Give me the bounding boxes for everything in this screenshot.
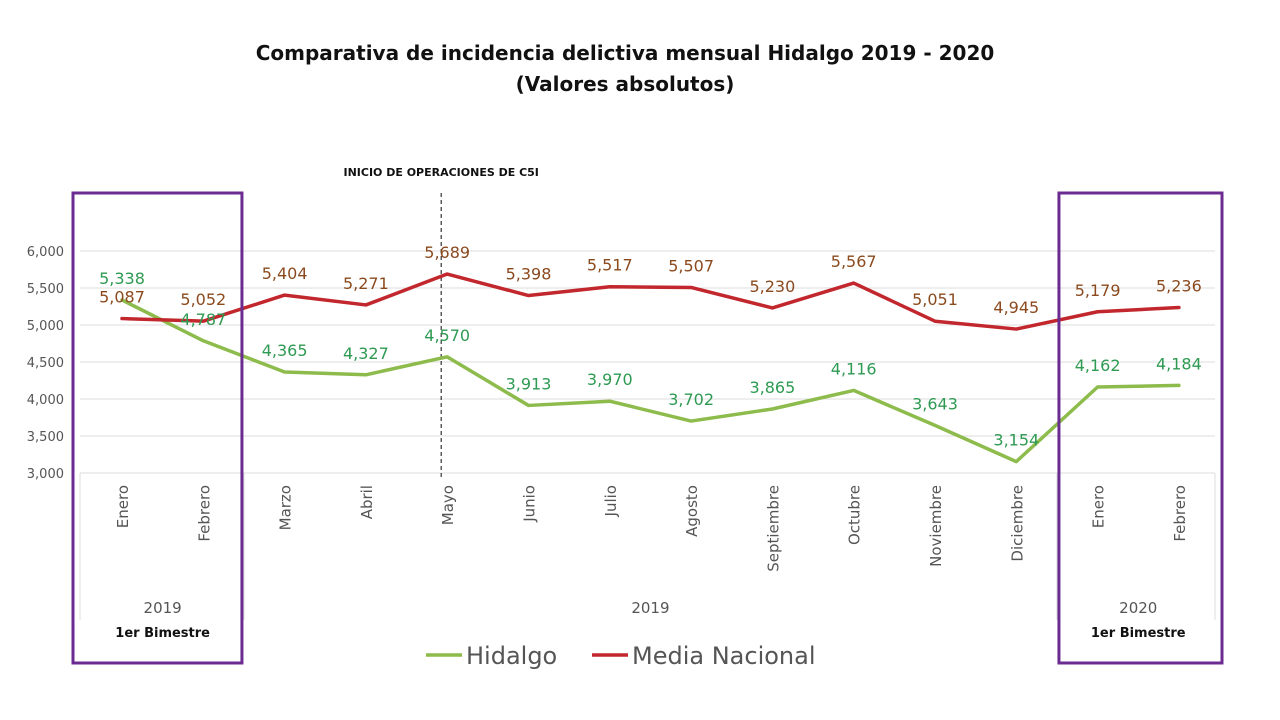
data-label-hidalgo: 4,570 [424,326,470,345]
x-tick-label: Noviembre [927,485,945,567]
data-label-hidalgo: 4,162 [1075,356,1121,375]
x-group-label: 2020 [1119,599,1157,617]
data-label-hidalgo: 4,365 [262,341,308,360]
legend-label-media-nacional: Media Nacional [632,642,816,670]
data-label-hidalgo: 4,116 [831,359,877,378]
data-label-hidalgo: 3,865 [749,378,795,397]
data-label-hidalgo: 3,913 [506,374,552,393]
data-label-media-nacional: 5,507 [668,256,714,275]
x-tick-label: Mayo [439,485,457,525]
y-tick-label: 4,000 [27,393,64,408]
data-label-hidalgo: 5,338 [99,269,145,288]
data-label-hidalgo: 4,184 [1156,354,1202,373]
x-group-sublabel: 1er Bimestre [115,626,210,641]
x-tick-label: Octubre [846,485,864,545]
x-tick-label: Junio [521,485,539,523]
highlight-box [71,191,244,665]
chart-title-block: Comparativa de incidencia delictiva mens… [0,38,1250,100]
x-tick-label: Febrero [1171,485,1189,542]
data-label-media-nacional: 5,404 [262,264,308,283]
data-label-media-nacional: 5,230 [749,277,795,296]
data-label-media-nacional: 5,689 [424,243,470,262]
series-line-hidalgo [120,298,1181,464]
series-line-media-nacional [120,272,1181,331]
y-tick-label: 3,000 [27,467,64,482]
x-group-label: 2019 [144,599,182,617]
y-tick-label: 5,000 [27,319,64,334]
y-tick-label: 4,500 [27,356,64,371]
x-tick-label: Septiembre [764,485,782,572]
highlight-box [1057,191,1224,665]
x-group-label: 2019 [631,599,669,617]
data-label-hidalgo: 3,702 [668,390,714,409]
data-label-hidalgo: 4,787 [180,310,226,329]
x-tick-label: Diciembre [1008,485,1026,562]
data-label-media-nacional: 5,179 [1075,281,1121,300]
x-tick-label: Abril [358,485,376,519]
data-label-hidalgo: 3,154 [993,431,1039,450]
data-label-media-nacional: 5,398 [506,265,552,284]
x-tick-label: Marzo [277,485,295,530]
data-label-media-nacional: 5,052 [180,290,226,309]
y-tick-label: 3,500 [27,430,64,445]
chart-subtitle: (Valores absolutos) [515,72,735,96]
y-tick-label: 5,500 [27,282,64,297]
data-label-media-nacional: 5,087 [99,288,145,307]
x-tick-label: Enero [114,485,132,528]
data-label-media-nacional: 5,271 [343,274,389,293]
legend-label-hidalgo: Hidalgo [466,642,557,670]
data-label-hidalgo: 3,643 [912,394,958,413]
data-label-hidalgo: 4,327 [343,344,389,363]
x-tick-label: Agosto [683,485,701,537]
data-label-media-nacional: 5,051 [912,290,958,309]
data-label-media-nacional: 5,517 [587,256,633,275]
x-tick-label: Febrero [195,485,213,542]
x-group-sublabel: 1er Bimestre [1091,626,1186,641]
data-label-media-nacional: 4,945 [993,298,1039,317]
annotation-label: INICIO DE OPERACIONES DE C5I [343,166,538,179]
x-tick-label: Julio [602,485,620,517]
chart-title: Comparativa de incidencia delictiva mens… [255,41,995,65]
y-tick-label: 6,000 [27,245,64,260]
data-label-hidalgo: 3,970 [587,370,633,389]
x-tick-label: Enero [1090,485,1108,528]
data-label-media-nacional: 5,236 [1156,277,1202,296]
data-label-media-nacional: 5,567 [831,252,877,271]
